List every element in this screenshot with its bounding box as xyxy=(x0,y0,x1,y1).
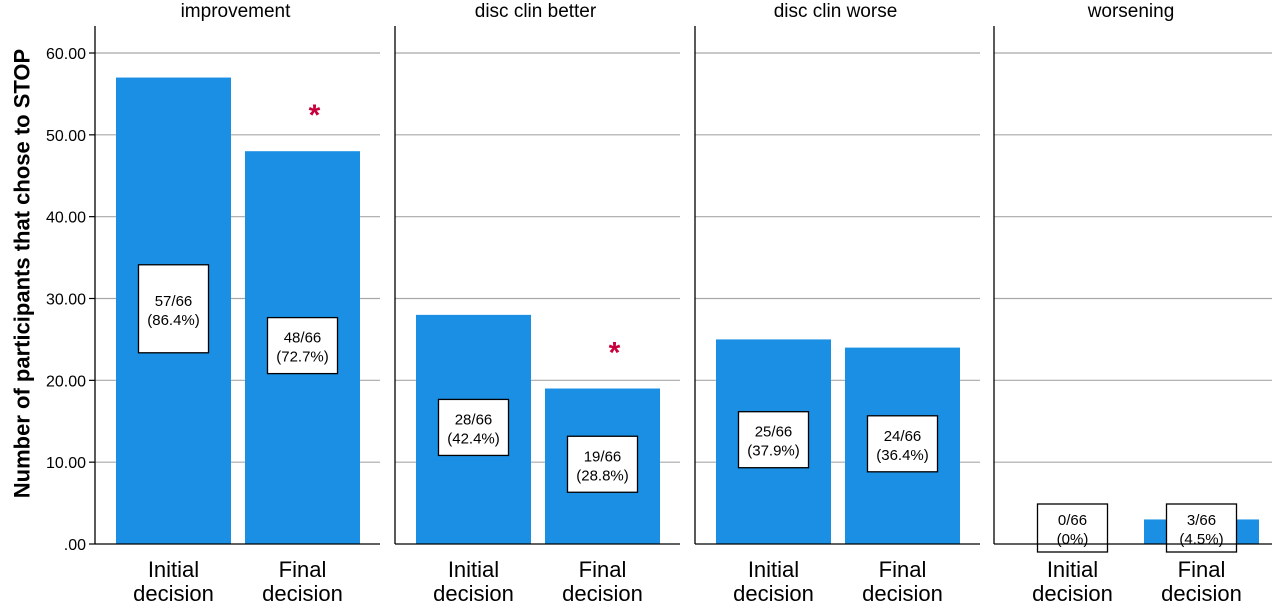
x-tick-label: decision xyxy=(133,581,214,602)
data-label-box xyxy=(866,415,939,473)
x-tick-label: decision xyxy=(562,581,643,602)
data-label-percent: (37.9%) xyxy=(747,443,800,460)
x-tick-label: decision xyxy=(433,581,514,602)
x-tick-label: Final xyxy=(279,557,327,582)
data-label-fraction: 0/66 xyxy=(1058,512,1087,529)
significance-asterisk: * xyxy=(309,99,321,132)
x-tick-label: Final xyxy=(1178,557,1226,582)
data-label-percent: (28.8%) xyxy=(576,467,629,484)
data-label-fraction: 25/66 xyxy=(755,424,793,441)
y-tick-label: 20.00 xyxy=(46,373,86,390)
x-tick-label: decision xyxy=(262,581,343,602)
x-tick-label: decision xyxy=(1032,581,1113,602)
x-tick-label: Final xyxy=(879,557,927,582)
x-tick-label: Initial xyxy=(448,557,499,582)
data-label-percent: (42.4%) xyxy=(447,430,500,447)
x-tick-label: Initial xyxy=(1047,557,1098,582)
panel-title: disc clin worse xyxy=(774,1,898,22)
x-tick-label: Initial xyxy=(748,557,799,582)
data-label-fraction: 57/66 xyxy=(155,293,193,310)
x-tick-label: Initial xyxy=(148,557,199,582)
data-label-box xyxy=(266,316,339,375)
panel-title: worsening xyxy=(1087,1,1175,22)
x-tick-label: decision xyxy=(1161,581,1242,602)
data-label-box xyxy=(437,398,510,457)
data-label-fraction: 3/66 xyxy=(1187,512,1216,529)
data-label-percent: (72.7%) xyxy=(276,349,329,366)
y-tick-label: 40.00 xyxy=(46,210,86,227)
data-label-box xyxy=(737,411,810,469)
y-tick-label: 60.00 xyxy=(46,46,86,63)
data-label-percent: (0%) xyxy=(1057,531,1089,548)
y-tick-label: 30.00 xyxy=(46,292,86,309)
panel-title: disc clin better xyxy=(475,1,597,22)
data-label-box xyxy=(566,435,639,493)
x-tick-label: decision xyxy=(862,581,943,602)
data-label-percent: (36.4%) xyxy=(876,447,929,464)
data-label-fraction: 28/66 xyxy=(455,411,493,428)
data-label-percent: (4.5%) xyxy=(1179,531,1223,548)
data-label-fraction: 19/66 xyxy=(584,448,622,465)
y-tick-label: .00 xyxy=(64,537,86,554)
data-label-fraction: 24/66 xyxy=(884,428,922,445)
significance-asterisk: * xyxy=(609,337,621,370)
panel-title: improvement xyxy=(181,1,292,22)
data-label-fraction: 48/66 xyxy=(284,330,322,347)
x-tick-label: Final xyxy=(579,557,627,582)
y-tick-label: 10.00 xyxy=(46,455,86,472)
data-label-box xyxy=(137,264,210,354)
y-tick-label: 50.00 xyxy=(46,128,86,145)
x-tick-label: decision xyxy=(733,581,814,602)
data-label-percent: (86.4%) xyxy=(147,312,200,329)
